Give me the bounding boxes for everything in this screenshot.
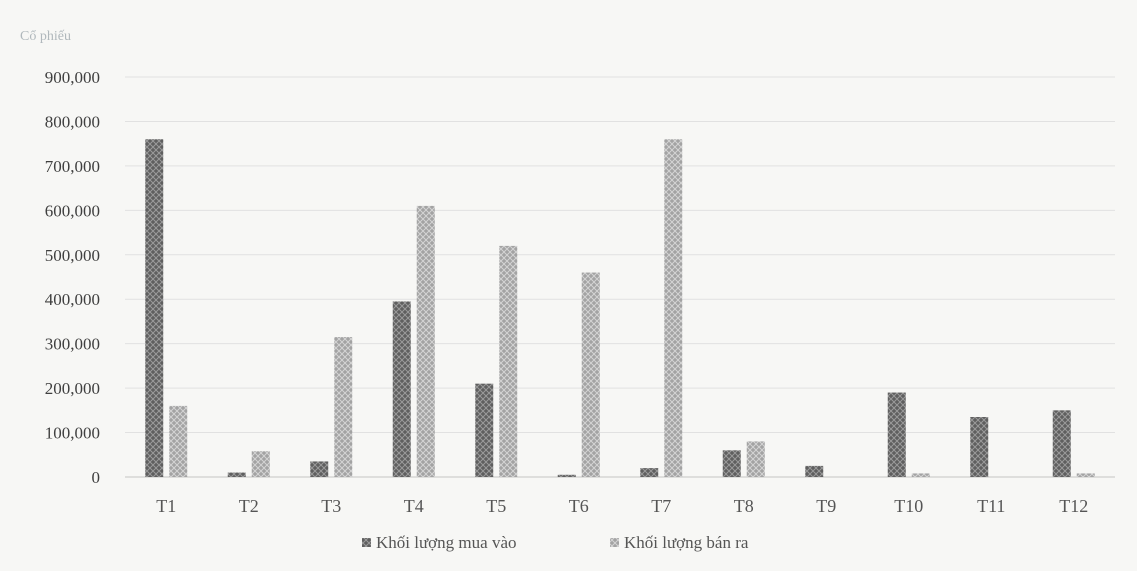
legend-swatch [362,538,371,547]
x-tick-label: T10 [894,496,923,516]
bar-buy-t11 [970,417,989,477]
y-tick-label: 600,000 [45,201,100,220]
x-tick-label: T12 [1059,496,1088,516]
bar-buy-t12 [1052,410,1071,477]
bar-buy-t7 [640,468,659,477]
y-tick-label: 900,000 [45,68,100,87]
x-axis-labels: T1 T2 T3 T4 T5 T6 T7 T8 T9 T10 T11 T12 [156,496,1088,516]
y-tick-label: 200,000 [45,379,100,398]
legend: Khối lượng mua vào Khối lượng bán ra [362,533,749,552]
y-tick-label: 300,000 [45,335,100,354]
bar-buy-t8 [722,450,741,477]
bar-sell-t8 [746,441,765,477]
y-axis-unit-label: Cổ phiếu [20,29,71,44]
bar-sell-t1 [169,405,188,477]
x-tick-label: T5 [486,496,506,516]
bar-sell-t12 [1076,473,1095,477]
bars [145,139,1095,477]
bar-sell-t10 [911,473,930,477]
x-tick-label: T3 [321,496,341,516]
x-tick-label: T8 [734,496,754,516]
gridlines [125,76,1115,478]
y-tick-label: 400,000 [45,290,100,309]
bar-sell-t7 [664,139,683,477]
legend-swatch [610,538,619,547]
x-tick-label: T11 [977,496,1005,516]
bar-sell-t5 [499,245,518,477]
bar-sell-t2 [251,451,270,477]
bar-buy-t5 [475,383,494,477]
legend-label: Khối lượng mua vào [376,533,517,552]
bar-buy-t6 [557,474,576,477]
x-tick-label: T1 [156,496,176,516]
bar-sell-t4 [416,205,435,477]
y-tick-label: 500,000 [45,246,100,265]
bar-buy-t4 [392,301,411,477]
y-axis-ticks: 0 100,000 200,000 300,000 400,000 500,000 600,… [45,68,100,487]
y-tick-label: 0 [92,468,101,487]
x-tick-label: T7 [651,496,671,516]
legend-label: Khối lượng bán ra [624,533,749,552]
x-tick-label: T9 [816,496,836,516]
y-tick-label: 800,000 [45,112,100,131]
y-tick-label: 700,000 [45,157,100,176]
bar-buy-t3 [310,461,329,477]
y-tick-label: 100,000 [45,424,100,443]
bar-buy-t2 [227,472,246,477]
x-tick-label: T4 [404,496,424,516]
x-tick-label: T2 [239,496,259,516]
bar-buy-t9 [805,465,824,477]
bar-buy-t10 [887,392,906,477]
bar-sell-t6 [581,272,600,477]
x-tick-label: T6 [569,496,589,516]
bar-buy-t1 [145,139,164,477]
bar-sell-t3 [334,337,353,477]
